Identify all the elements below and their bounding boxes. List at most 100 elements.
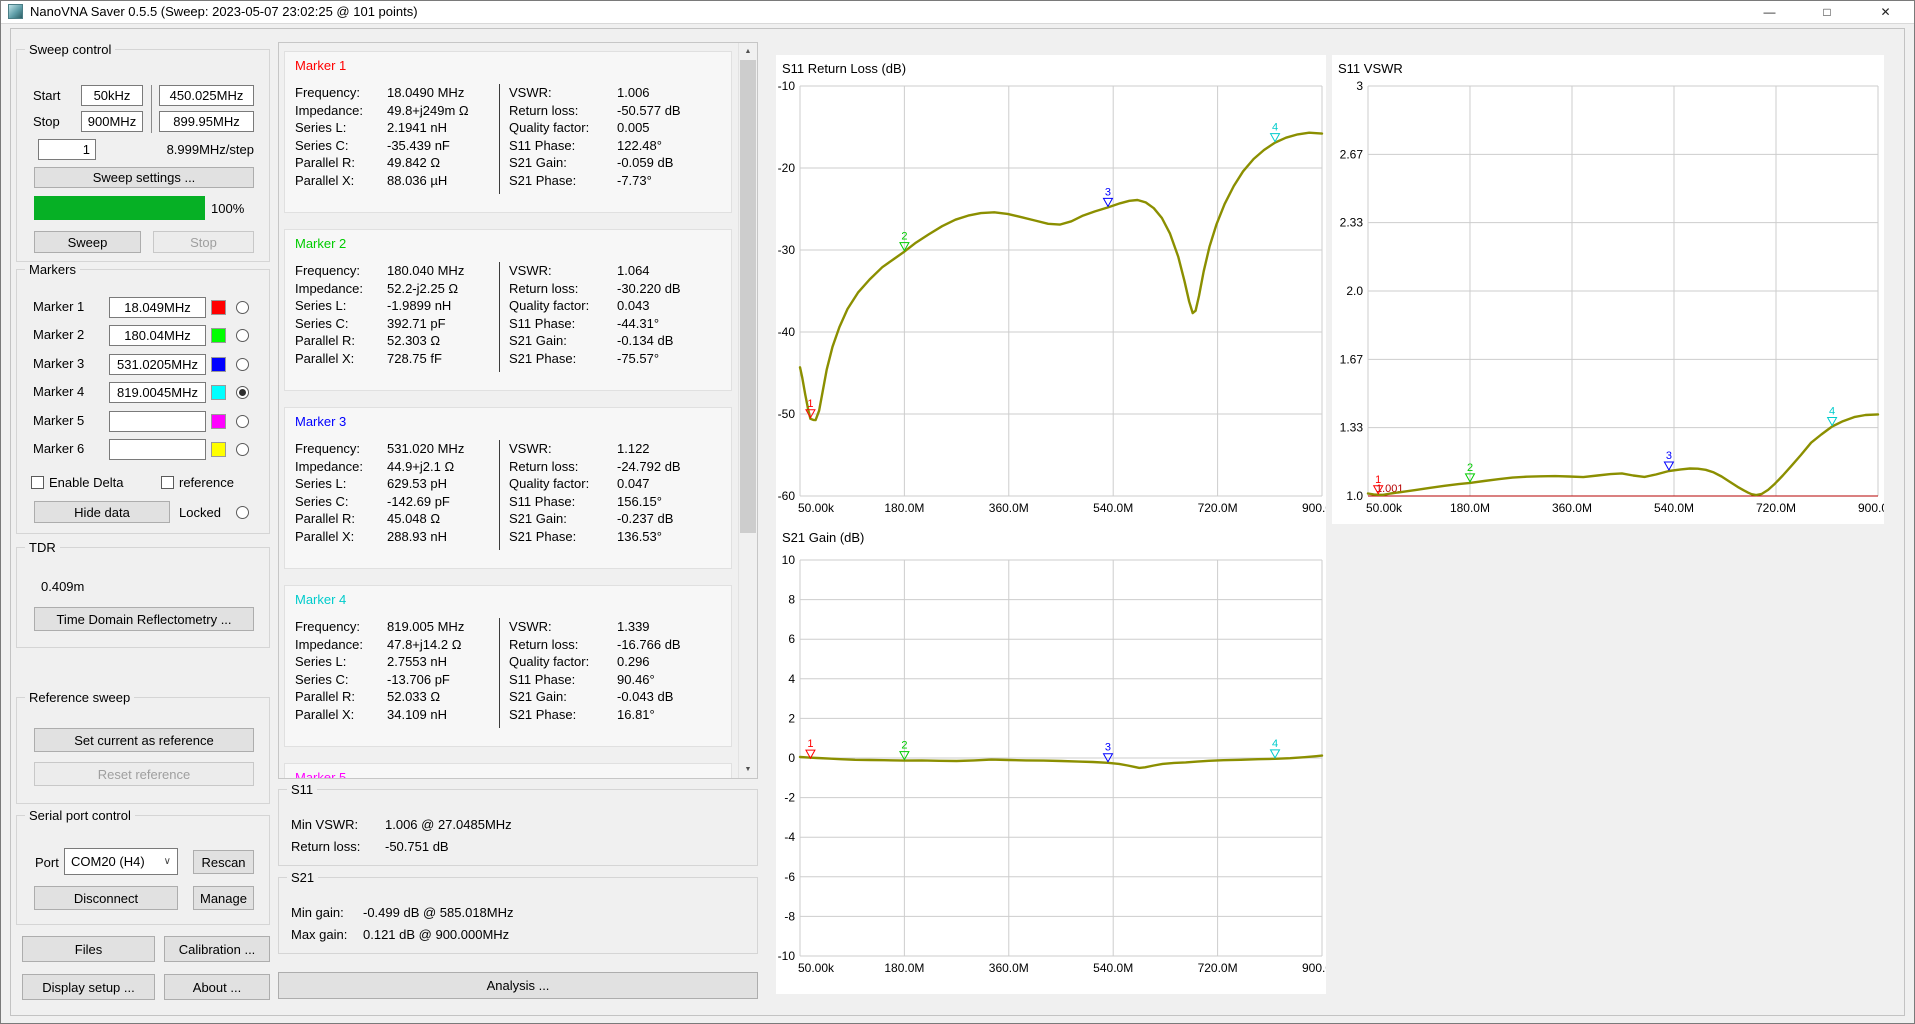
sweep-center-input[interactable]: 450.025MHz: [159, 85, 254, 106]
marker-frequency-input[interactable]: [109, 410, 206, 432]
locked-radio[interactable]: [236, 506, 249, 519]
marker-color-swatch[interactable]: [211, 413, 226, 429]
marker-select-radio[interactable]: [236, 386, 249, 400]
segments-input[interactable]: 1: [38, 139, 96, 160]
manage-button[interactable]: Manage: [193, 886, 254, 910]
reset-reference-button[interactable]: Reset reference: [34, 762, 254, 786]
marker-color-swatch[interactable]: [211, 385, 226, 401]
start-label: Start: [33, 88, 61, 103]
detail-label: Series C:: [295, 493, 349, 509]
sweep-stop-input[interactable]: 900MHz: [81, 111, 143, 132]
detail-label: Parallel R:: [295, 689, 355, 704]
sweep-separator: [151, 85, 152, 133]
hide-data-button[interactable]: Hide data: [34, 501, 170, 523]
detail-label: Frequency:: [295, 441, 361, 456]
marker-4-number-label: 4: [1272, 122, 1278, 134]
detail-row: S11 Phase: 122.48°: [509, 137, 725, 155]
port-select[interactable]: COM20 (H4) ∨: [64, 848, 178, 875]
marker-4-number-label: 4: [1272, 738, 1278, 750]
s21-gain-chart[interactable]: S21 Gain (dB) 50.00k 180.0M 360.0M 540.0M 72…: [776, 524, 1326, 994]
marker-color-swatch[interactable]: [211, 328, 226, 344]
detail-value: 1.006: [617, 85, 650, 100]
display-setup-button[interactable]: Display setup ...: [22, 974, 155, 1000]
enable-delta-checkbox[interactable]: [31, 476, 44, 489]
detail-row: Frequency: 180.040 MHz: [295, 262, 495, 280]
y-tick-label: -8: [784, 909, 795, 923]
detail-row: Return loss: -16.766 dB: [509, 636, 725, 654]
detail-value: 156.15°: [617, 493, 662, 509]
detail-value: 0.047: [617, 476, 650, 491]
marker-detail-viewport: Marker 1 Frequency: 18.0490 MHz Impedance: 4…: [279, 43, 738, 778]
about-button[interactable]: About ...: [164, 974, 270, 1000]
reference-checkbox[interactable]: [161, 476, 174, 489]
summary-row: Max gain: 0.121 dB @ 900.000MHz: [291, 924, 514, 946]
sweep-button[interactable]: Sweep: [34, 231, 141, 253]
set-reference-button[interactable]: Set current as reference: [34, 728, 254, 752]
y-tick-label: 4: [788, 672, 795, 686]
detail-row: VSWR: 1.122: [509, 440, 725, 458]
marker-select-radio[interactable]: [236, 443, 249, 456]
sweep-start-input[interactable]: 50kHz: [81, 85, 143, 106]
s11-return-loss-chart[interactable]: S11 Return Loss (dB) 50.00k 180.0M 360.0M 5…: [776, 55, 1326, 524]
s11-summary-group: S11 Min VSWR: 1.006 @ 27.0485MHz Return lo…: [278, 782, 758, 866]
scroll-up-button[interactable]: ▲: [739, 43, 757, 60]
x-tick-label: 50.00k: [798, 961, 835, 975]
y-tick-label: 2: [788, 711, 795, 725]
detail-label: S21 Gain:: [509, 511, 567, 526]
marker-frequency-input[interactable]: 18.049MHz: [109, 297, 206, 318]
s11-vswr-chart[interactable]: S11 VSWR 50.00k 180.0M 360.0M 540.0M 720.0M 9…: [1332, 55, 1884, 524]
titlebar[interactable]: NanoVNA Saver 0.5.5 (Sweep: 2023-05-07 2…: [0, 0, 1915, 24]
analysis-button[interactable]: Analysis ...: [278, 972, 758, 999]
stop-button[interactable]: Stop: [153, 231, 254, 253]
marker-detail-title: Marker 2: [295, 236, 347, 251]
detail-row: S21 Gain: -0.134 dB: [509, 332, 725, 350]
files-button[interactable]: Files: [22, 936, 155, 962]
detail-value: -13.706 pF: [387, 671, 450, 687]
marker-select-radio[interactable]: [236, 414, 249, 428]
detail-row: Series L: -1.9899 nH: [295, 297, 495, 315]
summary-label: Return loss:: [291, 838, 361, 854]
marker-select-radio[interactable]: [236, 301, 249, 314]
marker-color-swatch[interactable]: [211, 300, 226, 315]
marker-color-swatch[interactable]: [211, 442, 226, 457]
detail-label: Series L:: [295, 476, 347, 491]
marker-select-radio[interactable]: [236, 329, 249, 343]
scrollbar-thumb[interactable]: [740, 60, 756, 533]
detail-value: -24.792 dB: [617, 458, 681, 474]
marker-frequency-input[interactable]: 531.0205MHz: [109, 353, 206, 375]
x-tick-label: 540.0M: [1093, 501, 1133, 515]
scroll-down-button[interactable]: ▼: [739, 761, 757, 778]
maximize-button[interactable]: □: [1798, 0, 1856, 24]
sweep-curve: [798, 131, 1324, 422]
detail-label: Parallel X:: [295, 350, 355, 366]
marker-detail-box: Marker 4 Frequency: 819.005 MHz Impedance: 4…: [284, 585, 732, 747]
marker-frequency-input[interactable]: [109, 439, 206, 460]
tdr-button[interactable]: Time Domain Reflectometry ...: [34, 607, 254, 631]
marker-select-radio[interactable]: [236, 357, 249, 371]
calibration-button[interactable]: Calibration ...: [164, 936, 270, 962]
marker-frequency-input[interactable]: 180.04MHz: [109, 325, 206, 347]
marker-color-swatch[interactable]: [211, 356, 226, 372]
marker-row-label: Marker 2: [33, 327, 85, 343]
y-tick-label: -2: [784, 791, 795, 805]
sweep-settings-button[interactable]: Sweep settings ...: [34, 167, 254, 188]
marker-frequency-input[interactable]: 819.0045MHz: [109, 382, 206, 404]
detail-label: S21 Gain:: [509, 689, 567, 704]
minimize-button[interactable]: —: [1741, 0, 1798, 24]
x-tick-label: 360.0M: [989, 961, 1029, 975]
close-button[interactable]: ✕: [1856, 0, 1915, 24]
marker-detail-box: Marker 2 Frequency: 180.040 MHz Impedance: 5…: [284, 229, 732, 391]
detail-row: Parallel R: 49.842 Ω: [295, 154, 495, 172]
sweep-span-input[interactable]: 899.95MHz: [159, 111, 254, 132]
detail-value: 49.8+j249m Ω: [387, 102, 469, 118]
x-tick-label: 720.0M: [1198, 961, 1238, 975]
detail-label: Return loss:: [509, 102, 579, 118]
rescan-button[interactable]: Rescan: [193, 850, 254, 874]
marker-row-label: Marker 3: [33, 355, 85, 371]
detail-value: 629.53 pH: [387, 476, 447, 491]
disconnect-button[interactable]: Disconnect: [34, 886, 178, 910]
marker-3-number-label: 3: [1666, 450, 1672, 462]
y-tick-label: -50: [778, 407, 796, 421]
scrollbar[interactable]: ▲ ▼: [738, 43, 757, 778]
detail-label: S21 Phase:: [509, 528, 577, 544]
